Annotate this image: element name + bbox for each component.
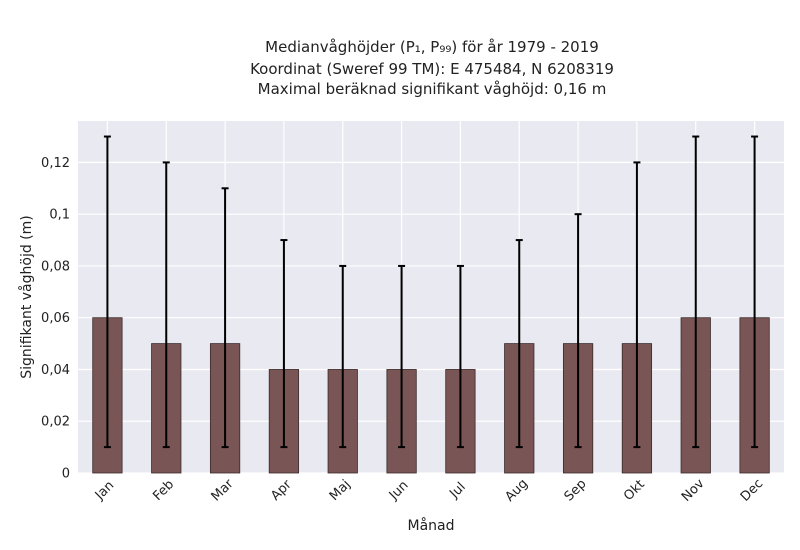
x-tick-label-jan: Jan — [92, 478, 117, 503]
errorbar-aug — [515, 239, 523, 449]
x-tick-label-jul: Jul — [446, 480, 468, 502]
error-bars — [103, 135, 759, 449]
x-tick-label-apr: Apr — [268, 477, 295, 504]
x-tick-label-dec: Dec — [738, 476, 766, 504]
errorbar-apr — [280, 239, 288, 449]
errorbar-maj — [339, 264, 347, 449]
errorbar-jun — [398, 264, 406, 449]
y-axis-ticks: 0 0,02 0,04 0,06 0,08 0,1 0,12 — [41, 156, 70, 482]
x-axis-label: Månad — [408, 517, 455, 534]
y-tick-label-1: 0,02 — [41, 415, 70, 430]
y-tick-label-3: 0,06 — [41, 311, 70, 326]
errorbar-jul — [456, 264, 464, 449]
x-tick-label-okt: Okt — [621, 477, 648, 504]
y-tick-label-5: 0,1 — [49, 208, 70, 223]
plot-area — [78, 121, 784, 473]
errorbar-nov — [692, 135, 700, 449]
x-tick-label-maj: Maj — [327, 477, 354, 504]
x-tick-label-feb: Feb — [150, 477, 177, 504]
errorbar-sep — [574, 213, 582, 449]
x-tick-label-aug: Aug — [502, 476, 531, 505]
errorbar-mar — [221, 187, 229, 449]
chart-title-line-1: Medianvåghöjder (P₁, P₉₉) för år 1979 - … — [265, 38, 599, 56]
y-tick-label-6: 0,12 — [41, 156, 70, 171]
x-axis-ticks: Jan Feb Mar Apr Maj Jun Jul Aug Sep Okt Nov Dec — [92, 476, 766, 505]
errorbar-jan — [103, 135, 111, 449]
chart-title-line-2: Koordinat (Sweref 99 TM): E 475484, N 62… — [250, 60, 614, 78]
y-tick-label-2: 0,04 — [41, 363, 70, 378]
chart-title-line-3: Maximal beräknad signifikant våghöjd: 0,… — [258, 80, 607, 98]
errorbar-feb — [162, 161, 170, 449]
x-tick-label-mar: Mar — [209, 476, 237, 504]
errorbar-okt — [633, 161, 641, 449]
x-tick-label-jun: Jun — [386, 478, 412, 504]
y-tick-label-4: 0,08 — [41, 259, 70, 274]
errorbar-dec — [751, 135, 759, 449]
y-tick-label-0: 0 — [62, 467, 70, 482]
x-tick-label-sep: Sep — [562, 477, 590, 505]
y-axis-label: Signifikant våghöjd (m) — [18, 215, 35, 378]
x-tick-label-nov: Nov — [679, 476, 708, 505]
